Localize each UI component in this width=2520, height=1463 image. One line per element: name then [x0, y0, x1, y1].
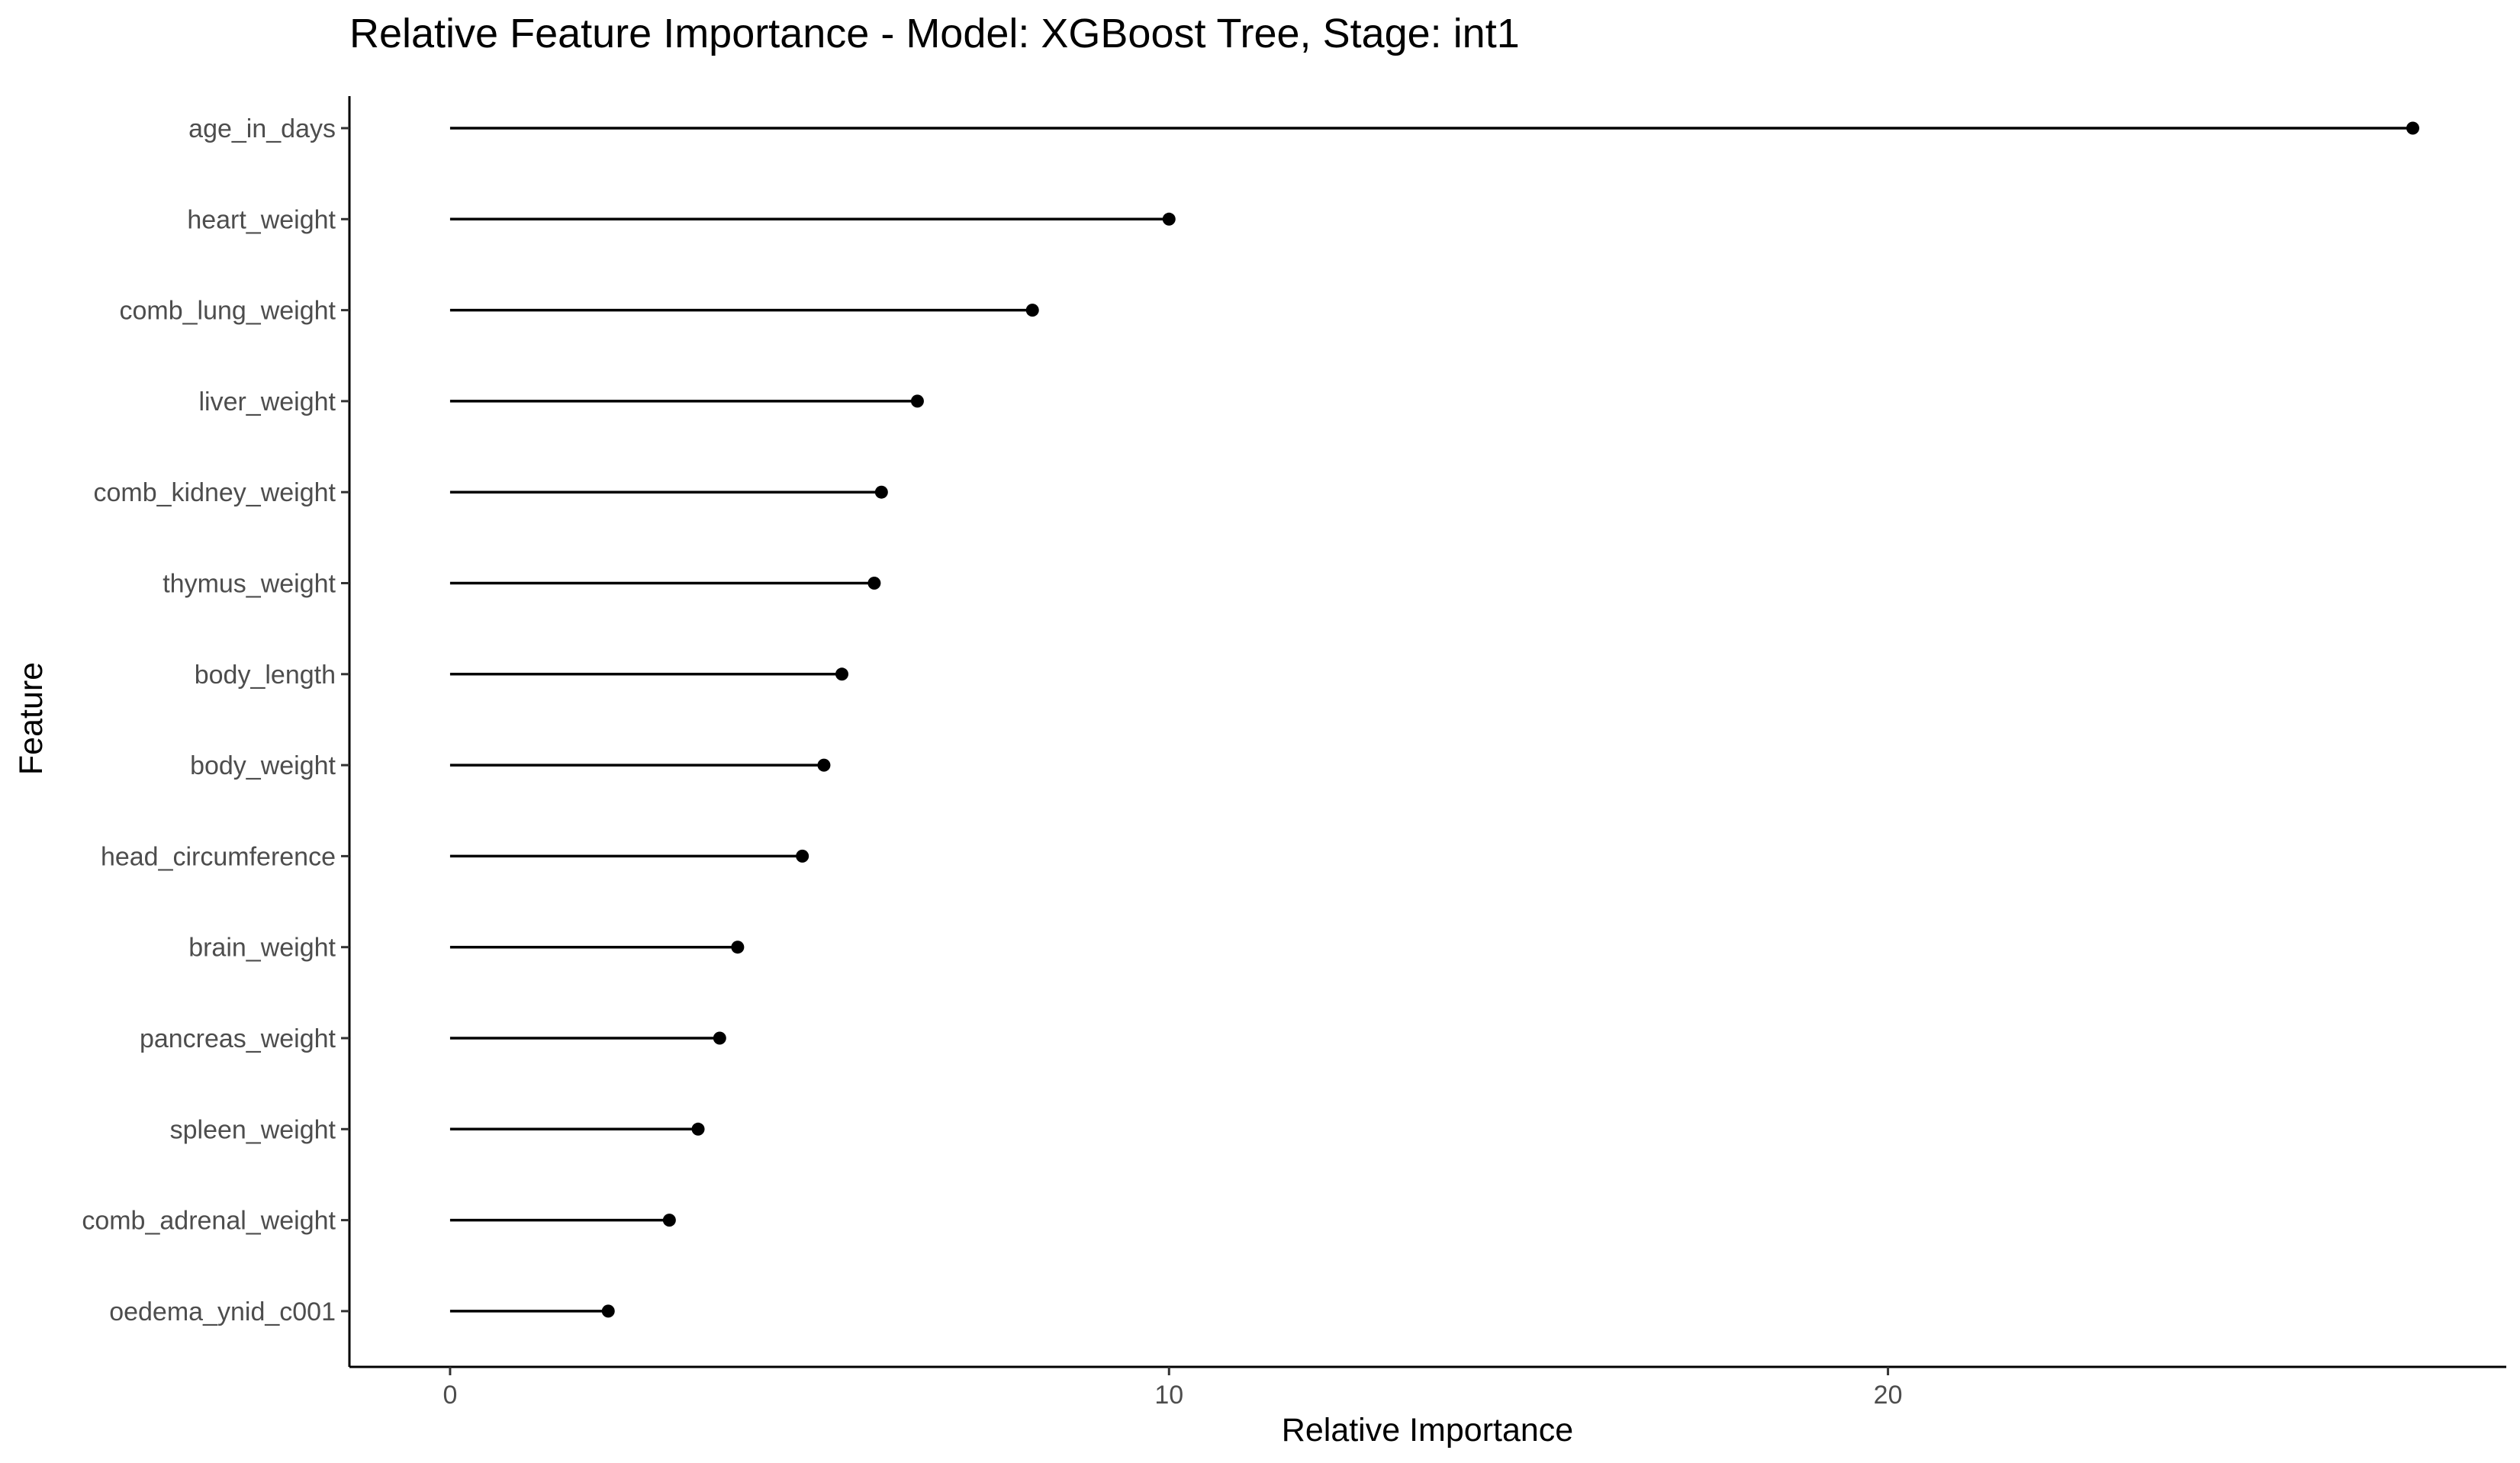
lollipop-point	[713, 1031, 726, 1045]
lollipop-point	[867, 577, 881, 590]
lollipop-point	[691, 1122, 705, 1136]
y-axis-ticks: age_in_days heart_weight comb_lung_weightl…	[82, 114, 349, 1326]
x-tick-label: 0	[443, 1381, 457, 1410]
y-tick-label: spleen_weight	[170, 1115, 336, 1144]
x-axis-ticks: 0 10 20	[443, 1367, 1903, 1410]
lollipop-point	[835, 667, 848, 681]
lollipop-point	[817, 758, 831, 772]
y-tick-label: body_length	[195, 661, 336, 690]
y-tick-label: oedema_ynid_c001	[109, 1297, 336, 1326]
lollipop-point	[2406, 121, 2419, 135]
y-tick-label: head_circumference	[101, 842, 336, 871]
lollipop-point	[874, 485, 888, 499]
y-tick-label: body_weight	[190, 751, 336, 780]
y-tick-label: age_in_days	[188, 114, 336, 143]
y-tick-label: heart_weight	[187, 205, 336, 234]
lollipop-point	[910, 394, 924, 408]
x-tick-label: 10	[1154, 1381, 1183, 1410]
lollipop-point	[662, 1214, 676, 1227]
y-tick-label: pancreas_weight	[140, 1024, 336, 1053]
y-tick-label: comb_adrenal_weight	[82, 1207, 336, 1236]
lollipop-point	[1162, 212, 1176, 226]
y-tick-label: liver_weight	[198, 387, 336, 416]
x-axis-title: Relative Importance	[1282, 1412, 1573, 1449]
chart-marks	[449, 121, 2419, 1318]
x-tick-label: 20	[1874, 1381, 1903, 1410]
chart-title: Relative Feature Importance - Model: XGB…	[349, 11, 1520, 56]
y-tick-label: comb_kidney_weight	[93, 478, 336, 507]
y-tick-label: brain_weight	[188, 934, 336, 963]
lollipop-point	[796, 849, 809, 863]
y-tick-label: thymus_weight	[163, 570, 336, 599]
y-axis-title: Feature	[13, 662, 50, 775]
lollipop-point	[601, 1304, 615, 1318]
lollipop-point	[731, 940, 745, 954]
lollipop-point	[1025, 304, 1039, 317]
y-tick-label: comb_lung_weight	[119, 297, 336, 326]
